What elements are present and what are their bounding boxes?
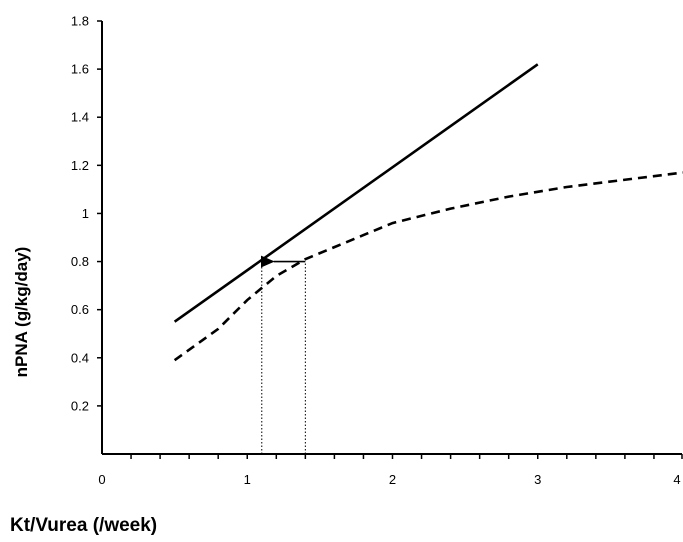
y-tick-label: 0.6 (71, 302, 89, 317)
guide-layer (261, 261, 306, 454)
y-tick-label: 0.2 (71, 398, 89, 413)
y-tick-label: 1.6 (71, 62, 89, 77)
x-tick-label: 0 (98, 472, 105, 487)
y-tick-label: 1.2 (71, 158, 89, 173)
text-layer: nPNA (g/kg/day) Kt/Vurea (/week) (10, 247, 157, 536)
x-tick-label: 4 (673, 472, 680, 487)
x-tick-label: 1 (244, 472, 251, 487)
x-tick-label: 2 (389, 472, 396, 487)
y-tick-label: 1 (82, 206, 89, 221)
y-axis-title: nPNA (g/kg/day) (12, 247, 31, 378)
y-tick-label: 1.8 (71, 14, 89, 29)
y-tick-label: 0.4 (71, 350, 89, 365)
y-tick-label: 1.4 (71, 110, 89, 125)
series-layer (173, 63, 683, 362)
x-axis-title: Kt/Vurea (/week) (10, 515, 157, 536)
axes-layer: 0.2 0.4 0.6 0.8 1 1.2 1.4 1.6 1.8 0 1 2 3 4 (71, 14, 683, 487)
dashed-series-line (173, 171, 683, 362)
solid-series-line (173, 63, 539, 323)
y-tick-label: 0.8 (71, 254, 89, 269)
x-tick-label: 3 (534, 472, 541, 487)
